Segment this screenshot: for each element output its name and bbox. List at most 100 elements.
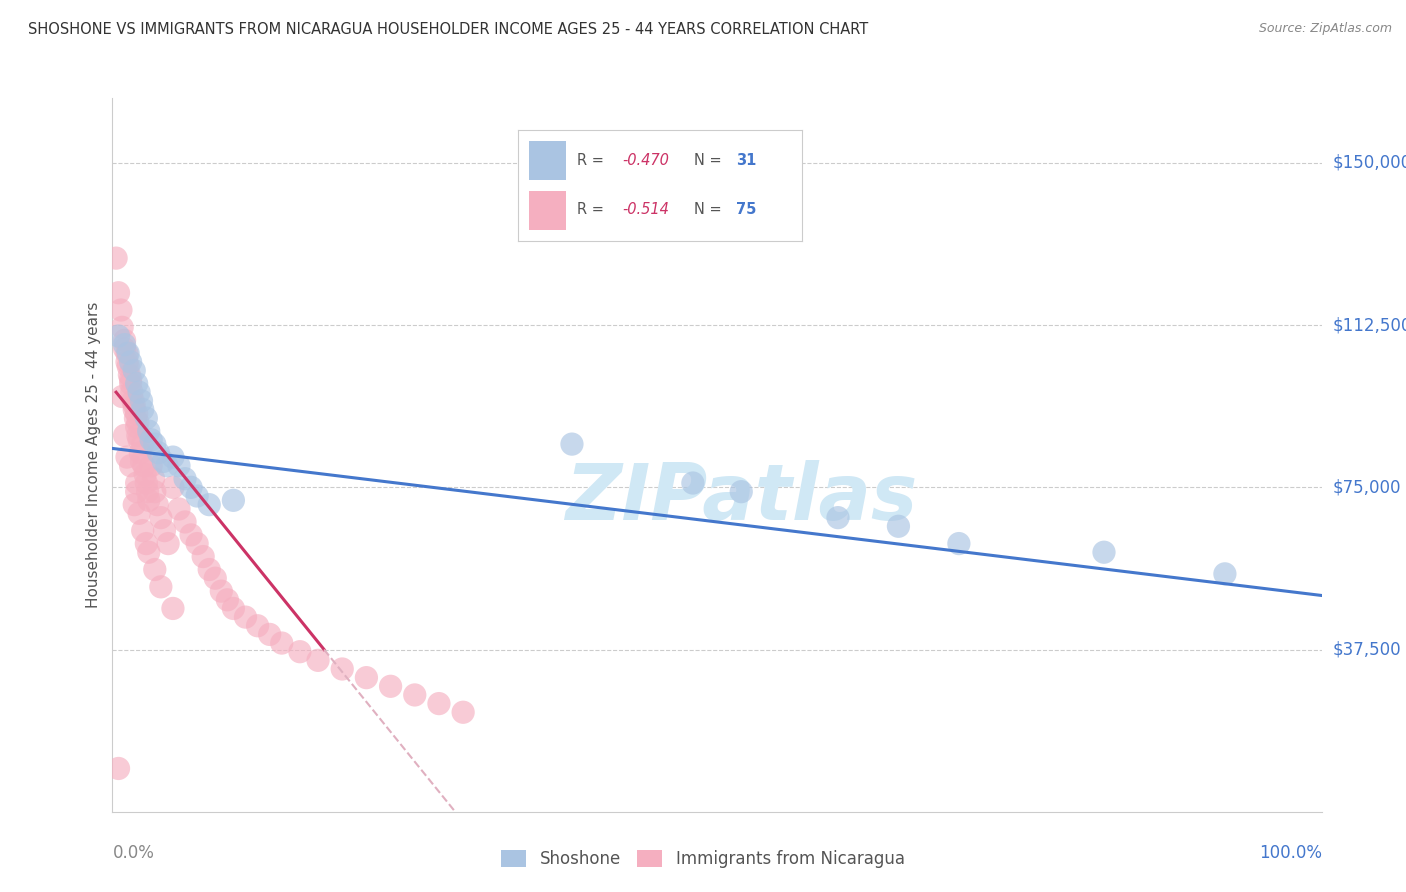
Point bbox=[270, 636, 292, 650]
Point bbox=[142, 472, 165, 486]
Point bbox=[121, 385, 143, 400]
Point bbox=[141, 458, 163, 473]
Point bbox=[141, 433, 163, 447]
Point bbox=[198, 562, 221, 576]
Point bbox=[131, 393, 153, 408]
Point bbox=[122, 363, 145, 377]
Point bbox=[149, 510, 172, 524]
Point bbox=[246, 619, 269, 633]
Point bbox=[115, 450, 138, 464]
Point bbox=[135, 476, 157, 491]
Point bbox=[235, 610, 257, 624]
Point bbox=[682, 476, 704, 491]
Point bbox=[186, 489, 208, 503]
Point bbox=[827, 510, 849, 524]
Point bbox=[127, 428, 149, 442]
Point bbox=[132, 402, 155, 417]
Point bbox=[125, 376, 148, 391]
Point bbox=[128, 433, 150, 447]
Point bbox=[114, 428, 136, 442]
Point bbox=[948, 536, 970, 550]
Point bbox=[186, 536, 208, 550]
Point bbox=[259, 627, 281, 641]
Point bbox=[380, 679, 402, 693]
Point bbox=[152, 454, 174, 468]
Point bbox=[1092, 545, 1115, 559]
Point bbox=[117, 359, 139, 374]
Point bbox=[209, 584, 232, 599]
Point bbox=[307, 653, 329, 667]
Point bbox=[131, 454, 153, 468]
Point bbox=[136, 484, 159, 499]
Point bbox=[180, 480, 202, 494]
Point bbox=[167, 458, 190, 473]
Point bbox=[122, 498, 145, 512]
Point bbox=[887, 519, 910, 533]
Point bbox=[1213, 566, 1236, 581]
Point bbox=[138, 545, 160, 559]
Text: SHOSHONE VS IMMIGRANTS FROM NICARAGUA HOUSEHOLDER INCOME AGES 25 - 44 YEARS CORR: SHOSHONE VS IMMIGRANTS FROM NICARAGUA HO… bbox=[28, 22, 869, 37]
Point bbox=[143, 437, 166, 451]
Point bbox=[110, 303, 132, 318]
Point bbox=[162, 601, 184, 615]
Point bbox=[114, 337, 136, 351]
Point bbox=[122, 402, 145, 417]
Point bbox=[138, 493, 160, 508]
Text: $75,000: $75,000 bbox=[1333, 478, 1402, 496]
Point bbox=[115, 355, 138, 369]
Point bbox=[118, 368, 141, 382]
Point bbox=[149, 580, 172, 594]
Point bbox=[107, 762, 129, 776]
Point bbox=[128, 506, 150, 520]
Text: $37,500: $37,500 bbox=[1333, 640, 1402, 658]
Point bbox=[111, 390, 134, 404]
Point bbox=[427, 697, 450, 711]
Text: 0.0%: 0.0% bbox=[112, 844, 155, 862]
Point bbox=[129, 446, 152, 460]
Point bbox=[107, 329, 129, 343]
Point bbox=[120, 458, 142, 473]
Text: $150,000: $150,000 bbox=[1333, 154, 1406, 172]
Point bbox=[111, 320, 134, 334]
Point bbox=[404, 688, 426, 702]
Point bbox=[157, 536, 180, 550]
Point bbox=[730, 484, 752, 499]
Point bbox=[162, 450, 184, 464]
Point bbox=[122, 398, 145, 412]
Point bbox=[156, 458, 179, 473]
Point bbox=[105, 251, 128, 265]
Point bbox=[143, 562, 166, 576]
Y-axis label: Householder Income Ages 25 - 44 years: Householder Income Ages 25 - 44 years bbox=[86, 301, 101, 608]
Text: $112,500: $112,500 bbox=[1333, 316, 1406, 334]
Point bbox=[122, 393, 145, 408]
Point bbox=[167, 502, 190, 516]
Point bbox=[561, 437, 583, 451]
Point bbox=[120, 376, 142, 391]
Point bbox=[217, 592, 239, 607]
Point bbox=[198, 498, 221, 512]
Point bbox=[132, 437, 155, 451]
Point bbox=[180, 528, 202, 542]
Point bbox=[134, 467, 156, 482]
Point bbox=[191, 549, 214, 564]
Point bbox=[135, 411, 157, 425]
Point bbox=[125, 484, 148, 499]
Point bbox=[127, 416, 149, 430]
Point bbox=[222, 601, 245, 615]
Point bbox=[146, 498, 169, 512]
Point bbox=[204, 571, 226, 585]
Point bbox=[288, 645, 311, 659]
Text: Source: ZipAtlas.com: Source: ZipAtlas.com bbox=[1258, 22, 1392, 36]
Point bbox=[138, 424, 160, 438]
Point bbox=[143, 484, 166, 499]
Point bbox=[124, 411, 146, 425]
Point bbox=[107, 285, 129, 300]
Point bbox=[114, 334, 136, 348]
Point bbox=[120, 372, 142, 386]
Legend: Shoshone, Immigrants from Nicaragua: Shoshone, Immigrants from Nicaragua bbox=[495, 843, 911, 875]
Point bbox=[115, 346, 138, 360]
Point bbox=[222, 493, 245, 508]
Text: 100.0%: 100.0% bbox=[1258, 844, 1322, 862]
Point bbox=[153, 524, 176, 538]
Point bbox=[128, 385, 150, 400]
